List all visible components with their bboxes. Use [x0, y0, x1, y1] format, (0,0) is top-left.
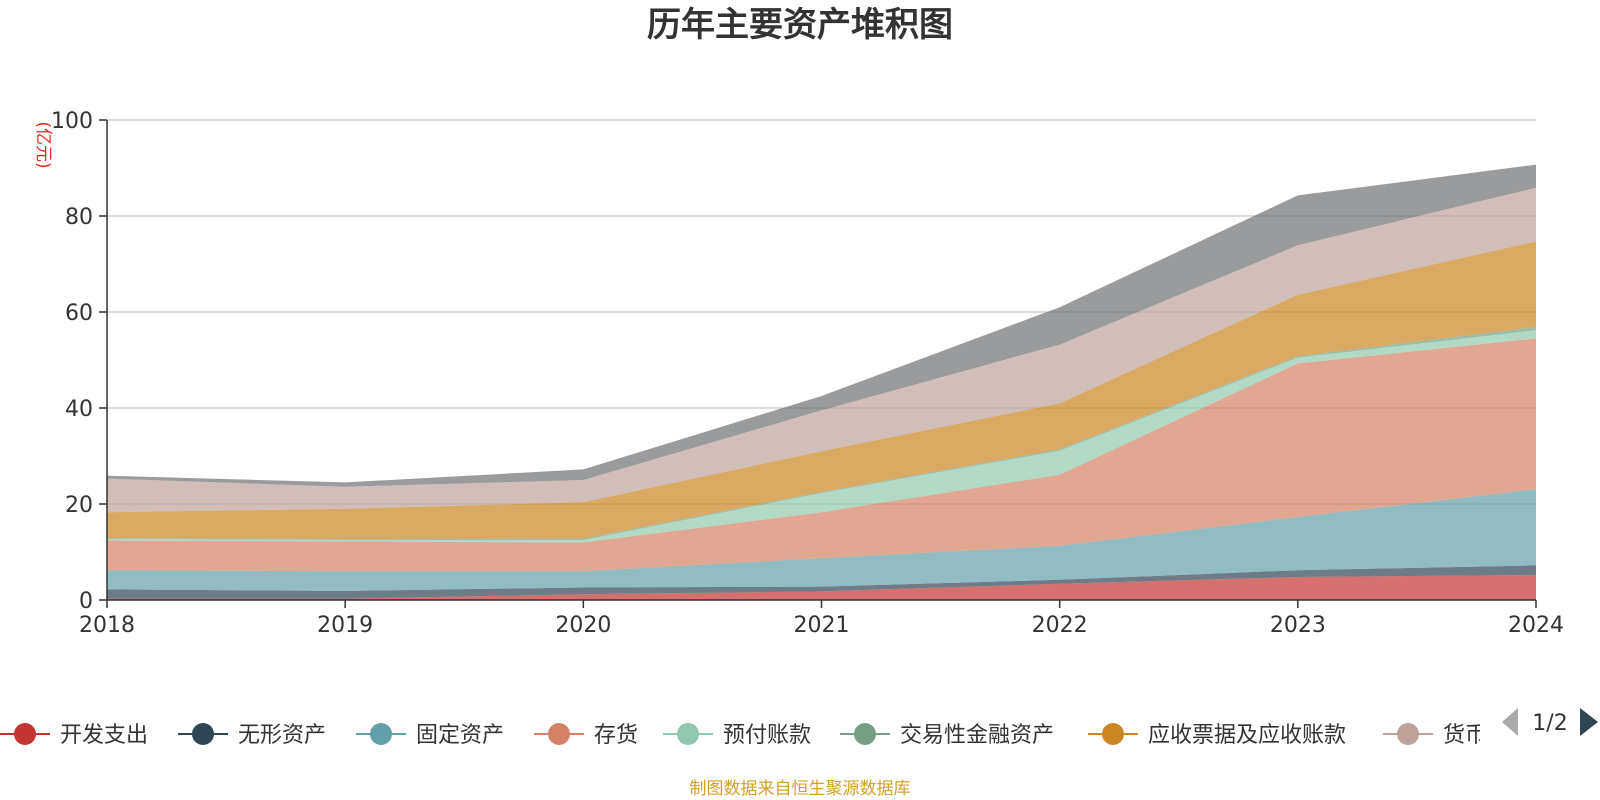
axes: 0 20 40 60 80 100 2018 2019 2020 2021 2022 2023 2024 [51, 109, 1564, 638]
legend-pager: 1/2 [1502, 708, 1598, 736]
area-series-4 [107, 338, 1536, 572]
x-tick-label: 2020 [555, 613, 611, 638]
x-tick-label: 2018 [79, 613, 135, 638]
legend-label: 货币 [1443, 723, 1487, 748]
x-tick-label: 2022 [1032, 613, 1088, 638]
legend-marker-icon [1102, 723, 1124, 745]
x-tick-label: 2019 [317, 613, 373, 638]
y-tick-label: 20 [65, 493, 93, 518]
legend-label: 预付账款 [723, 723, 811, 748]
area-series-5 [107, 330, 1536, 543]
chart-title: 历年主要资产堆积图 [647, 5, 953, 45]
area-series-9 [107, 164, 1536, 487]
y-tick-label: 60 [65, 301, 93, 326]
legend-marker-icon [548, 723, 570, 745]
legend-next-arrow-icon[interactable] [1580, 708, 1598, 736]
legend-item[interactable]: 货币 [1383, 723, 1487, 748]
legend-label: 开发支出 [60, 723, 148, 748]
area-series-3 [107, 489, 1536, 591]
legend-item[interactable]: 应收票据及应收账款 [1088, 723, 1346, 748]
legend-label: 无形资产 [238, 723, 326, 748]
legend-item[interactable]: 无形资产 [178, 723, 326, 748]
area-series-1 [107, 575, 1536, 600]
area-series-8 [107, 187, 1536, 513]
legend-label: 固定资产 [416, 723, 504, 748]
legend-label: 存货 [594, 723, 638, 748]
x-tick-label: 2023 [1270, 613, 1326, 638]
legend-marker-icon [1397, 723, 1419, 745]
plot-area [107, 164, 1536, 600]
legend-marker-icon [14, 723, 36, 745]
legend-item[interactable]: 交易性金融资产 [840, 723, 1054, 748]
area-series-7 [107, 241, 1536, 539]
legend-page-indicator: 1/2 [1532, 711, 1567, 736]
y-tick-label: 40 [65, 397, 93, 422]
legend-label: 应收票据及应收账款 [1148, 723, 1346, 748]
x-tick-label: 2021 [794, 613, 850, 638]
legend-prev-arrow-icon[interactable] [1502, 708, 1518, 736]
legend-item[interactable]: 存货 [534, 723, 638, 748]
legend: 开发支出 无形资产 固定资产 存货 预付账款 交易性金融资产 应收票据及应收账款 货币 [0, 723, 1487, 748]
y-tick-label: 0 [79, 589, 93, 614]
y-tick-label: 100 [51, 109, 93, 134]
legend-marker-icon [677, 723, 699, 745]
y-axis-unit: (亿元) [33, 121, 53, 168]
y-tick-label: 80 [65, 205, 93, 230]
legend-marker-icon [192, 723, 214, 745]
x-tick-label: 2024 [1508, 613, 1564, 638]
legend-marker-icon [854, 723, 876, 745]
legend-item[interactable]: 固定资产 [356, 723, 504, 748]
legend-label: 交易性金融资产 [900, 723, 1054, 748]
area-series-2 [107, 565, 1536, 599]
legend-marker-icon [370, 723, 392, 745]
legend-item[interactable]: 开发支出 [0, 723, 148, 748]
legend-item[interactable]: 预付账款 [663, 723, 811, 748]
source-note: 制图数据来自恒生聚源数据库 [690, 779, 911, 799]
